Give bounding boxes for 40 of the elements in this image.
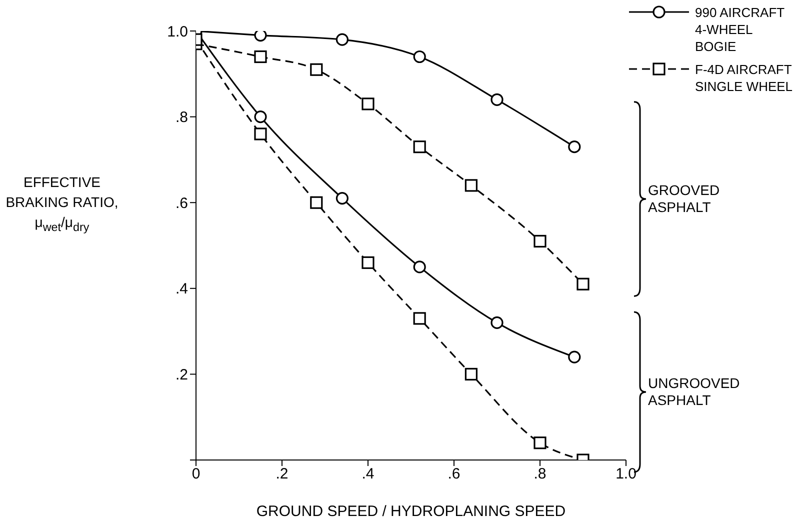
point bbox=[413, 50, 426, 64]
point bbox=[413, 312, 426, 325]
x-tick-label: .2 bbox=[276, 466, 288, 483]
point bbox=[413, 140, 426, 154]
x-tick-label: .6 bbox=[448, 466, 460, 483]
point bbox=[534, 436, 546, 450]
point bbox=[336, 192, 348, 205]
point bbox=[568, 140, 581, 154]
point bbox=[254, 31, 267, 42]
legend-label: 990 AIRCRAFT 4-WHEEL BOGIE bbox=[695, 4, 786, 55]
y-tick-label: .4 bbox=[175, 280, 188, 298]
point bbox=[576, 278, 590, 290]
point bbox=[534, 234, 546, 248]
point bbox=[254, 110, 267, 124]
point bbox=[254, 128, 267, 140]
point bbox=[336, 33, 348, 46]
point bbox=[310, 196, 323, 209]
point bbox=[254, 50, 267, 64]
legend-label: F-4D AIRCRAFT SINGLE WHEEL bbox=[695, 61, 794, 95]
point bbox=[490, 316, 504, 330]
text: GROOVED ASPHALT bbox=[648, 182, 720, 215]
point bbox=[490, 93, 504, 106]
point bbox=[310, 63, 323, 76]
x-tick-label: .8 bbox=[534, 466, 546, 483]
text: UNGROOVED ASPHALT bbox=[648, 375, 740, 408]
x-tick-label: .4 bbox=[362, 466, 374, 483]
y-tick-label: .6 bbox=[175, 194, 188, 212]
point bbox=[362, 98, 374, 110]
x-tick-label: 0 bbox=[192, 466, 200, 483]
y-tick-label: .2 bbox=[175, 366, 188, 384]
y-axis-title: EFFECTIVE BRAKING RATIO, μ$_{wet}$/μ$_{dry}$ bbox=[4, 173, 120, 236]
y-tick-label: .8 bbox=[175, 109, 188, 126]
y-tick-label: 1.0 bbox=[167, 23, 188, 40]
point bbox=[568, 350, 581, 364]
point bbox=[362, 256, 374, 269]
point bbox=[464, 368, 478, 380]
x-axis-title: GROUND SPEED / HYDROPLANING SPEED bbox=[256, 503, 566, 520]
x-tick-label: 1.0 bbox=[616, 466, 636, 483]
point bbox=[413, 260, 426, 274]
point bbox=[464, 179, 478, 192]
